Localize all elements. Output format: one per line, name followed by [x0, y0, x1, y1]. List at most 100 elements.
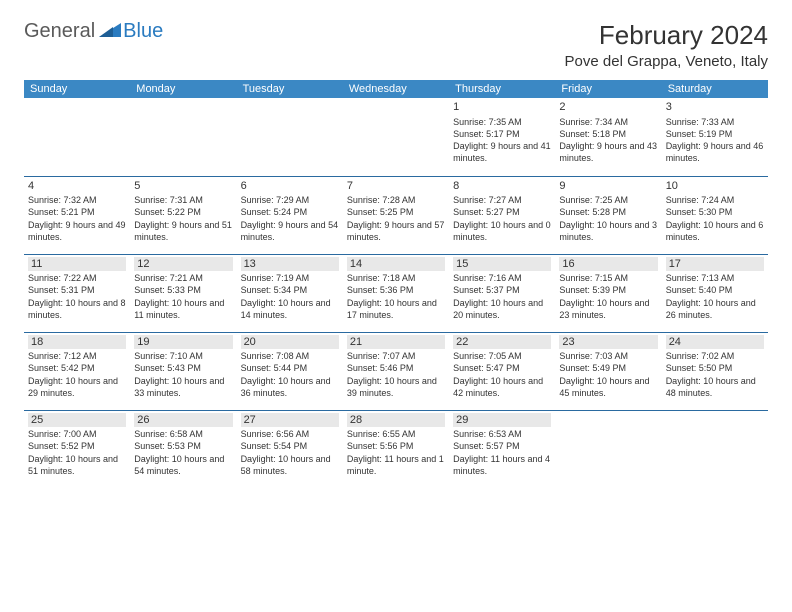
- daylight-line: Daylight: 10 hours and 8 minutes.: [28, 297, 126, 321]
- daylight-line: Daylight: 10 hours and 17 minutes.: [347, 297, 445, 321]
- sunrise-line: Sunrise: 7:10 AM: [134, 350, 232, 362]
- sunset-line: Sunset: 5:40 PM: [666, 284, 764, 296]
- weekday-header: Monday: [130, 80, 236, 98]
- sunset-line: Sunset: 5:50 PM: [666, 362, 764, 374]
- sunrise-line: Sunrise: 7:27 AM: [453, 194, 551, 206]
- sunrise-line: Sunrise: 7:07 AM: [347, 350, 445, 362]
- sunrise-line: Sunrise: 7:18 AM: [347, 272, 445, 284]
- calendar-day-cell: [555, 410, 661, 488]
- sunset-line: Sunset: 5:21 PM: [28, 206, 126, 218]
- calendar-week-row: 25Sunrise: 7:00 AMSunset: 5:52 PMDayligh…: [24, 410, 768, 488]
- sunrise-line: Sunrise: 7:25 AM: [559, 194, 657, 206]
- sunrise-line: Sunrise: 7:34 AM: [559, 116, 657, 128]
- calendar-header-row: SundayMondayTuesdayWednesdayThursdayFrid…: [24, 80, 768, 98]
- sunrise-line: Sunrise: 7:08 AM: [241, 350, 339, 362]
- calendar-day-cell: 10Sunrise: 7:24 AMSunset: 5:30 PMDayligh…: [662, 176, 768, 254]
- calendar-day-cell: 17Sunrise: 7:13 AMSunset: 5:40 PMDayligh…: [662, 254, 768, 332]
- sunrise-line: Sunrise: 6:55 AM: [347, 428, 445, 440]
- calendar-day-cell: 15Sunrise: 7:16 AMSunset: 5:37 PMDayligh…: [449, 254, 555, 332]
- calendar-day-cell: 21Sunrise: 7:07 AMSunset: 5:46 PMDayligh…: [343, 332, 449, 410]
- daylight-line: Daylight: 10 hours and 6 minutes.: [666, 219, 764, 243]
- day-number: 6: [241, 179, 339, 194]
- calendar-day-cell: 24Sunrise: 7:02 AMSunset: 5:50 PMDayligh…: [662, 332, 768, 410]
- daylight-line: Daylight: 10 hours and 39 minutes.: [347, 375, 445, 399]
- brand-logo: General Blue: [24, 20, 163, 43]
- calendar-day-cell: 26Sunrise: 6:58 AMSunset: 5:53 PMDayligh…: [130, 410, 236, 488]
- calendar-day-cell: 9Sunrise: 7:25 AMSunset: 5:28 PMDaylight…: [555, 176, 661, 254]
- day-number: 17: [666, 257, 764, 272]
- daylight-line: Daylight: 10 hours and 36 minutes.: [241, 375, 339, 399]
- calendar-day-cell: 27Sunrise: 6:56 AMSunset: 5:54 PMDayligh…: [237, 410, 343, 488]
- sunset-line: Sunset: 5:31 PM: [28, 284, 126, 296]
- sunset-line: Sunset: 5:33 PM: [134, 284, 232, 296]
- sunrise-line: Sunrise: 7:05 AM: [453, 350, 551, 362]
- sunrise-line: Sunrise: 7:16 AM: [453, 272, 551, 284]
- sunset-line: Sunset: 5:17 PM: [453, 128, 551, 140]
- day-number: 9: [559, 179, 657, 194]
- sunset-line: Sunset: 5:39 PM: [559, 284, 657, 296]
- sunset-line: Sunset: 5:43 PM: [134, 362, 232, 374]
- day-number: 14: [347, 257, 445, 272]
- month-title: February 2024: [565, 20, 768, 51]
- sunrise-line: Sunrise: 6:58 AM: [134, 428, 232, 440]
- calendar-week-row: 1Sunrise: 7:35 AMSunset: 5:17 PMDaylight…: [24, 98, 768, 176]
- daylight-line: Daylight: 10 hours and 26 minutes.: [666, 297, 764, 321]
- day-number: 23: [559, 335, 657, 350]
- calendar-day-cell: 20Sunrise: 7:08 AMSunset: 5:44 PMDayligh…: [237, 332, 343, 410]
- day-number: 21: [347, 335, 445, 350]
- calendar-day-cell: 3Sunrise: 7:33 AMSunset: 5:19 PMDaylight…: [662, 98, 768, 176]
- day-number: 11: [28, 257, 126, 272]
- calendar-day-cell: 1Sunrise: 7:35 AMSunset: 5:17 PMDaylight…: [449, 98, 555, 176]
- sunset-line: Sunset: 5:47 PM: [453, 362, 551, 374]
- day-number: 8: [453, 179, 551, 194]
- calendar-day-cell: 11Sunrise: 7:22 AMSunset: 5:31 PMDayligh…: [24, 254, 130, 332]
- brand-text-blue: Blue: [123, 20, 163, 43]
- calendar-day-cell: [662, 410, 768, 488]
- sunset-line: Sunset: 5:22 PM: [134, 206, 232, 218]
- sunrise-line: Sunrise: 7:03 AM: [559, 350, 657, 362]
- brand-triangle-icon: [99, 21, 121, 42]
- weekday-header: Sunday: [24, 80, 130, 98]
- day-number: 1: [453, 100, 551, 115]
- sunset-line: Sunset: 5:27 PM: [453, 206, 551, 218]
- daylight-line: Daylight: 10 hours and 33 minutes.: [134, 375, 232, 399]
- weekday-header: Friday: [555, 80, 661, 98]
- sunset-line: Sunset: 5:42 PM: [28, 362, 126, 374]
- sunrise-line: Sunrise: 7:13 AM: [666, 272, 764, 284]
- day-number: 29: [453, 413, 551, 428]
- calendar-day-cell: [24, 98, 130, 176]
- calendar-day-cell: 8Sunrise: 7:27 AMSunset: 5:27 PMDaylight…: [449, 176, 555, 254]
- header: General Blue February 2024 Pove del Grap…: [24, 20, 768, 70]
- daylight-line: Daylight: 9 hours and 51 minutes.: [134, 219, 232, 243]
- title-block: February 2024 Pove del Grappa, Veneto, I…: [565, 20, 768, 70]
- sunrise-line: Sunrise: 6:53 AM: [453, 428, 551, 440]
- calendar-table: SundayMondayTuesdayWednesdayThursdayFrid…: [24, 80, 768, 488]
- sunset-line: Sunset: 5:54 PM: [241, 440, 339, 452]
- daylight-line: Daylight: 9 hours and 57 minutes.: [347, 219, 445, 243]
- daylight-line: Daylight: 11 hours and 1 minute.: [347, 453, 445, 477]
- day-number: 22: [453, 335, 551, 350]
- calendar-day-cell: 5Sunrise: 7:31 AMSunset: 5:22 PMDaylight…: [130, 176, 236, 254]
- sunrise-line: Sunrise: 7:19 AM: [241, 272, 339, 284]
- daylight-line: Daylight: 10 hours and 20 minutes.: [453, 297, 551, 321]
- sunrise-line: Sunrise: 7:02 AM: [666, 350, 764, 362]
- day-number: 3: [666, 100, 764, 115]
- sunrise-line: Sunrise: 7:12 AM: [28, 350, 126, 362]
- sunrise-line: Sunrise: 6:56 AM: [241, 428, 339, 440]
- calendar-day-cell: [237, 98, 343, 176]
- calendar-day-cell: 7Sunrise: 7:28 AMSunset: 5:25 PMDaylight…: [343, 176, 449, 254]
- calendar-day-cell: [130, 98, 236, 176]
- daylight-line: Daylight: 10 hours and 14 minutes.: [241, 297, 339, 321]
- daylight-line: Daylight: 9 hours and 46 minutes.: [666, 140, 764, 164]
- sunset-line: Sunset: 5:37 PM: [453, 284, 551, 296]
- daylight-line: Daylight: 10 hours and 0 minutes.: [453, 219, 551, 243]
- weekday-header: Tuesday: [237, 80, 343, 98]
- daylight-line: Daylight: 10 hours and 48 minutes.: [666, 375, 764, 399]
- day-number: 28: [347, 413, 445, 428]
- sunrise-line: Sunrise: 7:28 AM: [347, 194, 445, 206]
- daylight-line: Daylight: 9 hours and 49 minutes.: [28, 219, 126, 243]
- calendar-day-cell: 19Sunrise: 7:10 AMSunset: 5:43 PMDayligh…: [130, 332, 236, 410]
- weekday-header: Thursday: [449, 80, 555, 98]
- day-number: 25: [28, 413, 126, 428]
- daylight-line: Daylight: 10 hours and 58 minutes.: [241, 453, 339, 477]
